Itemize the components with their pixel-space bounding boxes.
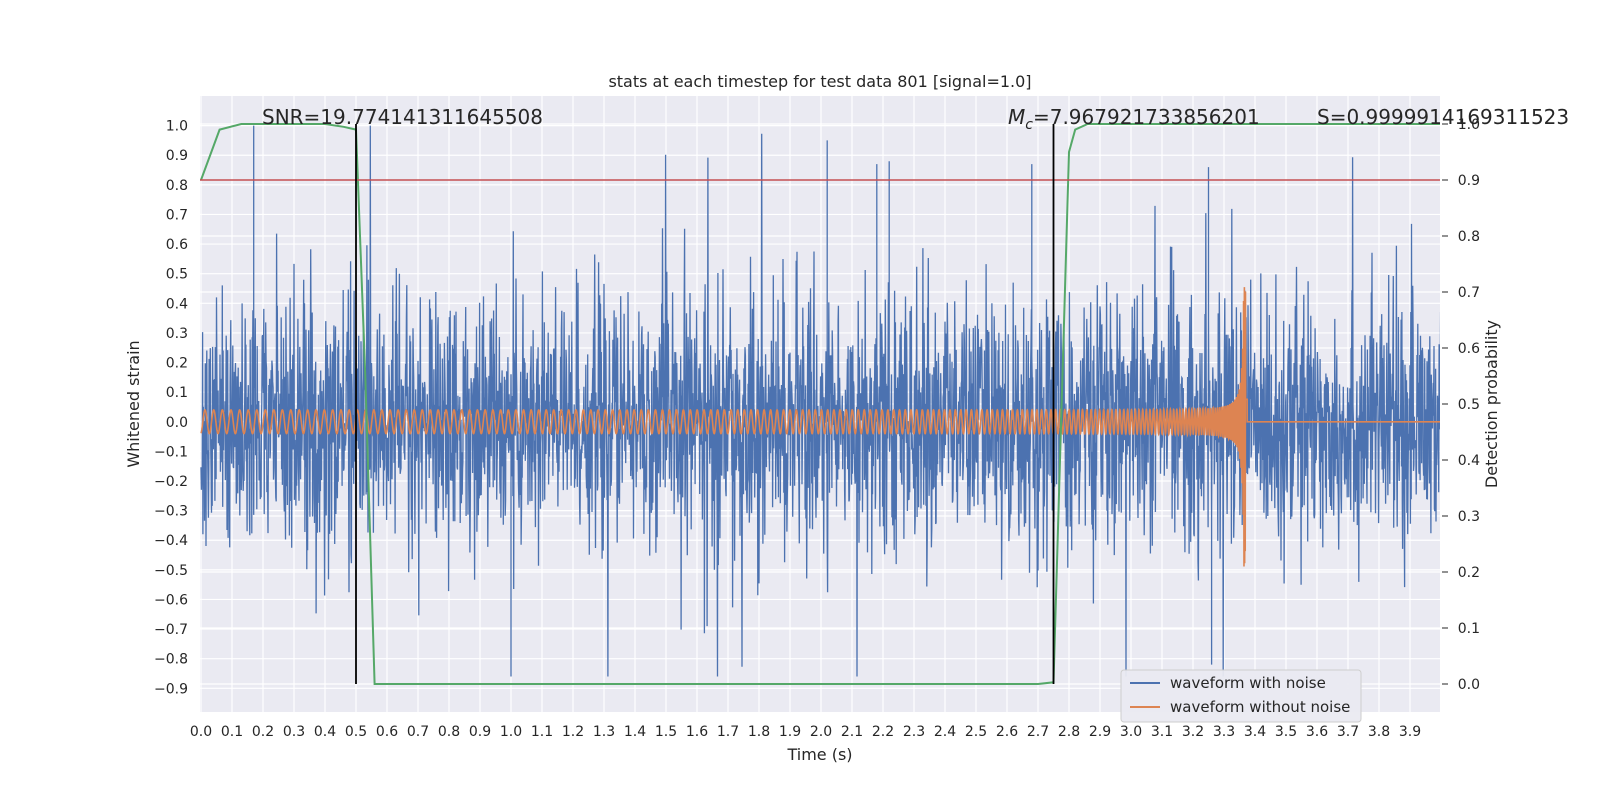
x-tick-label: 2.2 [872, 724, 894, 740]
x-tick-label: 0.9 [469, 724, 491, 740]
x-tick-label: 2.8 [1058, 724, 1080, 740]
x-tick-label: 2.1 [841, 724, 863, 740]
x-tick-label: 3.4 [1244, 724, 1266, 740]
x-axis-label: Time (s) [786, 745, 852, 764]
y-tick-label: 0.7 [166, 207, 188, 223]
y-tick-label: −0.6 [154, 592, 188, 608]
y-tick-label: −0.3 [154, 504, 188, 520]
x-tick-label: 0.4 [314, 724, 336, 740]
series-waveform-without-noise [200, 287, 1440, 567]
y-tick-label: 0.4 [166, 296, 188, 312]
y2-tick-label: 0.0 [1458, 677, 1480, 693]
x-tick-label: 3.6 [1306, 724, 1328, 740]
legend: waveform with noise waveform without noi… [1120, 669, 1362, 723]
mc-annotation: Mc=7.967921733856201 [1008, 105, 1260, 133]
y2-tick-label: 0.4 [1458, 453, 1480, 469]
x-tick-label: 3.0 [1120, 724, 1142, 740]
x-tick-label: 3.2 [1182, 724, 1204, 740]
y-tick-label: 0.3 [166, 326, 188, 342]
legend-label-clean: waveform without noise [1170, 698, 1350, 716]
series-detection-probability [200, 123, 1440, 685]
x-tick-label: 0.8 [438, 724, 460, 740]
legend-label-noisy: waveform with noise [1170, 674, 1326, 692]
x-tick-label: 1.4 [624, 724, 646, 740]
y-tick-label: 0.2 [166, 356, 188, 372]
x-tick-label: 0.1 [221, 724, 243, 740]
y-tick-label: 0.0 [166, 415, 188, 431]
y-tick-label: 0.5 [166, 267, 188, 283]
x-tick-label: 2.9 [1089, 724, 1111, 740]
x-tick-label: 3.8 [1368, 724, 1390, 740]
chart-title: stats at each timestep for test data 801… [608, 72, 1031, 91]
mc-subscript: c [1025, 117, 1033, 133]
x-tick-label: 1.8 [748, 724, 770, 740]
y-tick-label: 0.1 [166, 385, 188, 401]
y-tick-label: −0.7 [154, 622, 188, 638]
x-tick-label: 1.2 [562, 724, 584, 740]
x-tick-label: 3.3 [1213, 724, 1235, 740]
x-tick-label: 3.5 [1275, 724, 1297, 740]
y2-tick-label: 0.6 [1458, 341, 1480, 357]
y2-tick-label: 0.9 [1458, 173, 1480, 189]
y-tick-label: −0.8 [154, 652, 188, 668]
y-tick-label: −0.1 [154, 444, 188, 460]
y-axis-label: Whitened strain [124, 340, 143, 467]
x-tick-label: 0.7 [407, 724, 429, 740]
x-tick-label: 1.5 [655, 724, 677, 740]
x-tick-label: 0.0 [190, 724, 212, 740]
x-tick-label: 3.1 [1151, 724, 1173, 740]
y2-tick-label: 1.0 [1458, 117, 1480, 133]
y2-axis-label: Detection probability [1482, 320, 1501, 488]
y2-tick-label: 0.7 [1458, 285, 1480, 301]
x-tick-label: 0.6 [376, 724, 398, 740]
y-tick-label: −0.2 [154, 474, 188, 490]
legend-box [1120, 669, 1362, 723]
y2-tick-label: 0.5 [1458, 397, 1480, 413]
y-tick-label: 0.9 [166, 148, 188, 164]
y-tick-label: −0.5 [154, 563, 188, 579]
x-tick-label: 3.7 [1337, 724, 1359, 740]
y-tick-label: 1.0 [166, 119, 188, 135]
x-tick-label: 0.3 [283, 724, 305, 740]
x-tick-label: 2.5 [965, 724, 987, 740]
y-tick-label: −0.9 [154, 681, 188, 697]
x-tick-label: 1.1 [531, 724, 553, 740]
mc-value: =7.967921733856201 [1033, 105, 1260, 129]
x-tick-label: 2.0 [810, 724, 832, 740]
snr-annotation: SNR=19.774141311645508 [262, 105, 543, 129]
x-tick-label: 1.3 [593, 724, 615, 740]
x-tick-label: 2.3 [903, 724, 925, 740]
x-tick-label: 1.9 [779, 724, 801, 740]
y-tick-label: 0.6 [166, 237, 188, 253]
x-tick-label: 1.6 [686, 724, 708, 740]
y-tick-label: −0.4 [154, 533, 188, 549]
x-tick-label: 0.2 [252, 724, 274, 740]
x-tick-label: 2.7 [1027, 724, 1049, 740]
x-tick-label: 1.7 [717, 724, 739, 740]
s-annotation: S=0.9999914169311523 [1317, 105, 1569, 129]
y2-tick-label: 0.8 [1458, 229, 1480, 245]
y-tick-label: 0.8 [166, 178, 188, 194]
x-tick-label: 0.5 [345, 724, 367, 740]
series-waveform-with-noise [200, 125, 1440, 677]
x-tick-label: 2.4 [934, 724, 956, 740]
x-tick-label: 1.0 [500, 724, 522, 740]
x-tick-label: 3.9 [1399, 724, 1421, 740]
y2-tick-label: 0.3 [1458, 509, 1480, 525]
y2-tick-label: 0.1 [1458, 621, 1480, 637]
x-tick-label: 2.6 [996, 724, 1018, 740]
y2-tick-label: 0.2 [1458, 565, 1480, 581]
mc-symbol: M [1008, 105, 1025, 129]
